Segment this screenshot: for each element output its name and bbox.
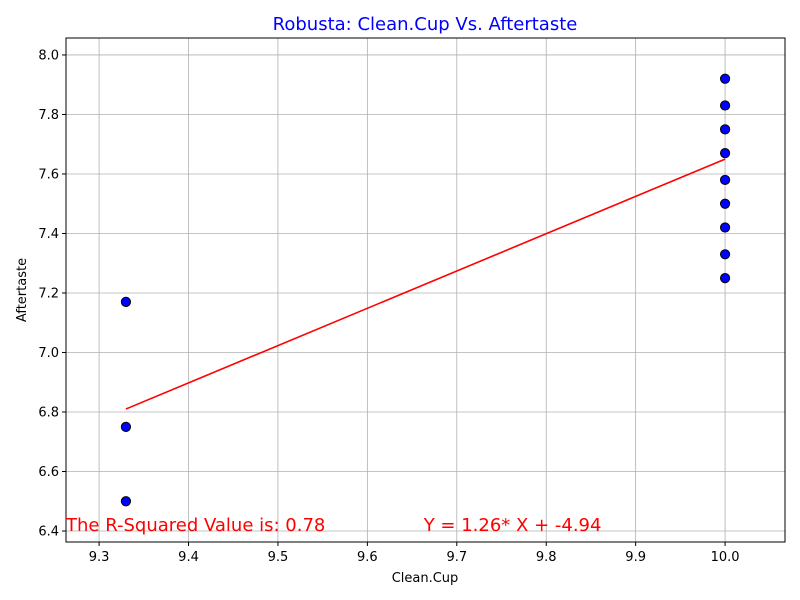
r-squared-annotation: The R-Squared Value is: 0.78: [65, 515, 325, 536]
x-axis-title: Clean.Cup: [392, 571, 459, 586]
y-tick-label: 7.4: [38, 227, 59, 242]
x-tick-label: 9.4: [178, 550, 199, 565]
regression-equation-annotation: Y = 1.26* X + -4.94: [423, 515, 602, 536]
y-tick-label: 7.8: [38, 108, 59, 123]
x-tick-label: 9.6: [357, 550, 378, 565]
data-point: [719, 124, 731, 135]
data-point: [120, 496, 132, 507]
x-tick-label: 10.0: [711, 550, 740, 565]
y-tick-label: 7.6: [38, 167, 59, 182]
data-points: [120, 73, 731, 507]
y-tick-label: 6.4: [38, 524, 59, 539]
data-point: [719, 272, 731, 284]
y-axis-ticks: 6.4 6.6 6.8 7.0 7.2 7.4 7.6 7.8 8.0: [38, 48, 66, 539]
y-tick-label: 7.2: [38, 286, 59, 301]
data-point: [719, 174, 731, 186]
data-point: [120, 296, 132, 308]
x-tick-label: 9.8: [536, 550, 557, 565]
y-tick-label: 7.0: [38, 346, 59, 361]
data-point: [719, 249, 731, 260]
plot-frame: [65, 37, 786, 543]
data-point: [719, 148, 731, 159]
fit-line-layer: [125, 158, 726, 410]
x-tick-label: 9.3: [89, 550, 110, 565]
data-point: [719, 100, 731, 111]
y-tick-label: 6.6: [38, 465, 59, 480]
y-axis-title: Aftertaste: [15, 258, 30, 322]
y-tick-label: 6.8: [38, 405, 59, 420]
x-tick-label: 9.7: [446, 550, 467, 565]
x-tick-label: 9.9: [625, 550, 646, 565]
chart-title: Robusta: Clean.Cup Vs. Aftertaste: [273, 14, 578, 35]
data-point: [719, 198, 731, 209]
data-point: [719, 222, 731, 233]
data-point: [120, 421, 132, 432]
regression-line: [125, 158, 726, 410]
x-tick-label: 9.5: [268, 550, 289, 565]
y-tick-label: 8.0: [38, 48, 59, 63]
x-axis-ticks: 9.3 9.4 9.5 9.6 9.7 9.8 9.9 10.0: [89, 542, 740, 565]
data-point: [719, 73, 731, 84]
grid: [66, 38, 785, 542]
